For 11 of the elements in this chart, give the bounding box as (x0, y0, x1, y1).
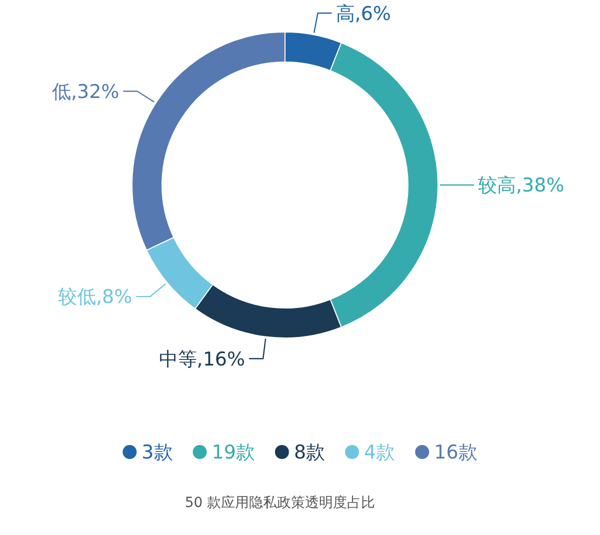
text: 50 款应用隐私政策透明度占比 (184, 495, 376, 511)
legend-label: 16款 (434, 442, 478, 464)
legend-label: 4款 (364, 442, 396, 464)
legend-label: 8款 (294, 442, 326, 464)
data-label: 中等,16% (158, 348, 246, 370)
data-label: 较高,38% (478, 174, 564, 197)
data-label: 低,32% (52, 80, 120, 103)
data-label: 较低,8% (58, 286, 132, 308)
data-label: 高,6% (336, 2, 391, 25)
legend-label: 3款 (142, 442, 173, 464)
legend-label: 19款 (212, 442, 255, 464)
